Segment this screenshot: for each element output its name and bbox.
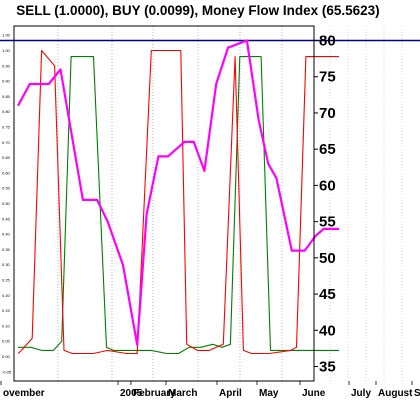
x-tick-label: S: [414, 388, 420, 399]
left-tick-label: 0.05: [2, 339, 11, 344]
left-tick-label: 0.10: [2, 323, 11, 328]
left-tick-label: 0.30: [2, 262, 11, 267]
left-tick-label: 0.95: [2, 63, 11, 68]
left-tick-label: 0.90: [2, 79, 11, 84]
left-tick-label: 1.00: [2, 48, 11, 53]
left-tick-label: 0.55: [2, 186, 11, 191]
right-tick-label: 70: [319, 105, 336, 122]
right-tick-label: 35: [319, 359, 336, 376]
left-tick-label: 0.25: [2, 278, 11, 283]
left-tick-label: 0.65: [2, 155, 11, 160]
left-tick-label: 0.60: [2, 170, 11, 175]
left-tick-label: 0.75: [2, 124, 11, 129]
x-tick-label: July: [351, 388, 371, 399]
x-tick-label: ovember: [3, 388, 45, 399]
x-tick-label: May: [259, 388, 279, 399]
x-tick-label: August: [378, 388, 413, 399]
right-tick-label: 80: [319, 32, 336, 49]
left-tick-label: 0.80: [2, 109, 11, 114]
right-tick-label: 65: [319, 141, 336, 158]
chart-title: SELL (1.0000), BUY (0.0099), Money Flow …: [16, 3, 379, 18]
x-tick-label: March: [168, 388, 197, 399]
left-tick-label: 0.35: [2, 247, 11, 252]
left-tick-label: 0.70: [2, 140, 11, 145]
left-tick-label: 0.50: [2, 201, 11, 206]
right-tick-label: 55: [319, 214, 336, 231]
right-tick-label: 45: [319, 286, 336, 303]
x-tick-label: February: [133, 388, 176, 399]
left-tick-label: 0.45: [2, 216, 11, 221]
left-tick-label: 1.05: [2, 33, 11, 38]
left-tick-label: 0.15: [2, 308, 11, 313]
right-tick-label: 75: [319, 69, 336, 86]
x-tick-label: April: [219, 388, 242, 399]
left-tick-label: 0.00: [2, 354, 11, 359]
series-line-0: [17, 39, 339, 346]
plot-area: [17, 39, 340, 355]
right-axis: 80 75 70 65 60 55 50 45 40 35: [314, 32, 336, 376]
left-tick-label: 0.85: [2, 94, 11, 99]
left-tick-label: -0.05: [2, 369, 12, 374]
right-tick-label: 60: [319, 177, 336, 194]
right-tick-label: 50: [319, 250, 336, 267]
left-tick-label: 0.40: [2, 232, 11, 237]
plot-frame: [13, 25, 315, 382]
left-tick-label: 0.20: [2, 293, 11, 298]
x-tick-label: June: [302, 388, 326, 399]
x-tick-label: 2005: [120, 388, 143, 399]
left-axis: 1.05 1.00 0.95 0.90 0.85 0.80 0.75 0.70 0.65 0.60…: [2, 33, 12, 375]
right-tick-label: 40: [319, 322, 336, 339]
